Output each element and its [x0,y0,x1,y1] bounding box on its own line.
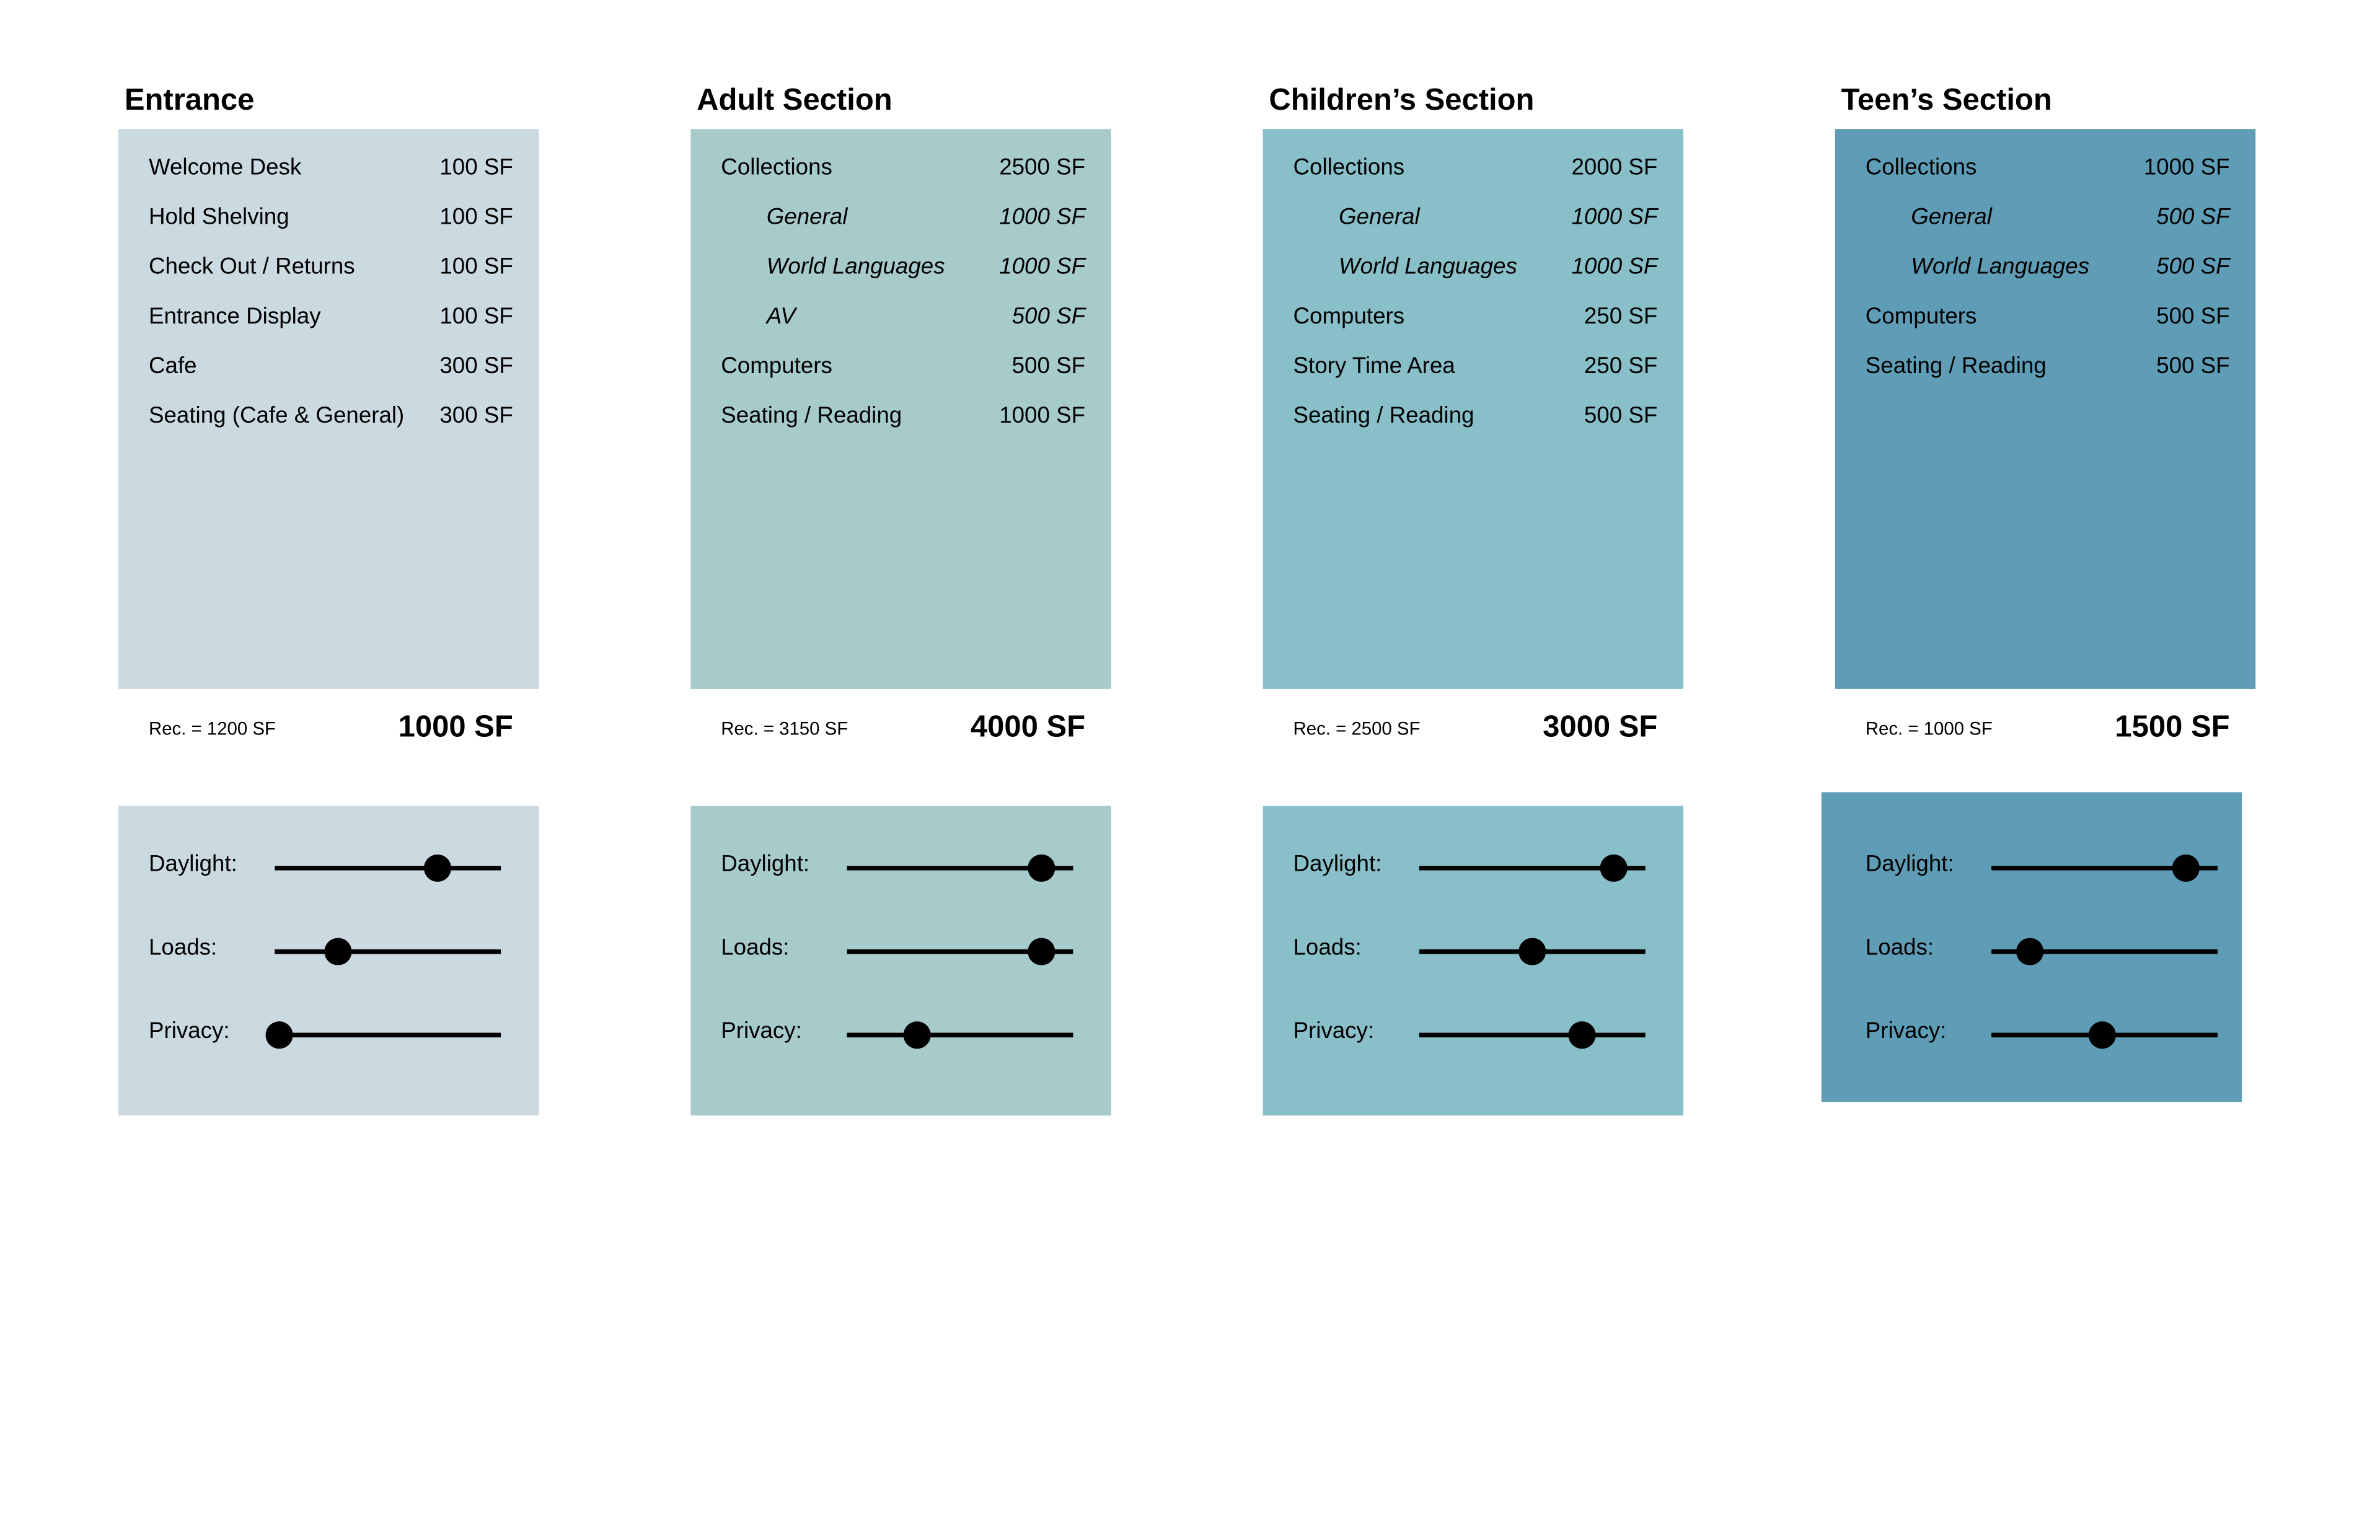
space-area: 500 SF [2156,353,2229,378]
space-area: 1000 SF [1571,204,1659,229]
slider-knob [1600,854,1628,882]
space-label: Computers [1294,303,1405,328]
space-area: 100 SF [439,204,513,229]
slider-label: Loads: [1294,934,1362,959]
space-area: 250 SF [1584,353,1657,378]
space-label: Cafe [149,353,197,378]
slider-label: Daylight: [721,851,809,876]
slider-label: Loads: [1866,934,1934,959]
space-label: Seating / Reading [1294,402,1474,428]
space-label: AV [765,303,798,328]
space-label: Computers [1866,303,1977,328]
space-label: Story Time Area [1294,353,1456,378]
space-label: Entrance Display [149,303,321,328]
space-area: 300 SF [439,353,513,378]
space-label: Hold Shelving [149,204,289,229]
space-label: General [767,204,848,229]
space-label: World Languages [1339,253,1517,279]
slider-label: Privacy: [1294,1018,1375,1043]
slider-knob [1028,854,1056,882]
slider-label: Privacy: [721,1018,802,1043]
slider-knob [903,1021,931,1049]
space-area: 100 SF [439,154,513,180]
program-box [118,129,539,689]
space-area: 100 SF [439,303,513,328]
space-label: Seating (Cafe & General) [149,402,404,428]
recommended-area: Rec. = 1200 SF [149,719,276,739]
space-area: 1000 SF [999,204,1086,229]
space-area: 1000 SF [2144,154,2230,180]
recommended-area: Rec. = 2500 SF [1294,719,1421,739]
section-title: Entrance [125,83,255,117]
space-label: Check Out / Returns [149,253,355,279]
section-title: Children’s Section [1269,83,1534,117]
space-area: 300 SF [439,402,513,428]
space-area: 500 SF [1012,303,1087,328]
space-label: Collections [1294,154,1405,180]
slider-label: Privacy: [1866,1018,1947,1043]
slider-label: Daylight: [1294,851,1382,876]
slider-knob [2016,938,2044,966]
slider-label: Loads: [721,934,789,959]
slider-knob [324,938,352,966]
section-title: Teen’s Section [1841,83,2052,117]
slider-knob [1028,938,1056,966]
space-area: 100 SF [439,253,513,279]
space-area: 500 SF [2156,204,2231,229]
space-label: Collections [721,154,832,180]
program-box [690,129,1111,689]
space-area: 500 SF [2156,253,2231,279]
slider-label: Loads: [149,934,217,959]
space-label: General [1911,204,1992,229]
total-area: 3000 SF [1543,710,1657,743]
slider-label: Daylight: [149,851,237,876]
space-label: Seating / Reading [721,402,902,428]
slider-label: Privacy: [149,1018,230,1043]
recommended-area: Rec. = 3150 SF [721,719,848,739]
slider-knob [1518,938,1546,966]
space-area: 1000 SF [999,253,1086,279]
program-box [1835,129,2256,689]
total-area: 4000 SF [971,710,1085,743]
space-label: Computers [721,353,832,378]
slider-label: Daylight: [1866,851,1954,876]
space-area: 500 SF [2156,303,2229,328]
space-label: Seating / Reading [1866,353,2047,378]
slider-knob [2172,854,2200,882]
slider-knob [265,1021,293,1049]
total-area: 1000 SF [399,710,513,743]
space-area: 500 SF [1012,353,1085,378]
recommended-area: Rec. = 1000 SF [1866,719,1993,739]
slider-knob [1568,1021,1596,1049]
slider-knob [2088,1021,2116,1049]
slider-knob [423,854,452,882]
total-area: 1500 SF [2115,710,2229,743]
space-area: 1000 SF [1571,253,1659,279]
section-title: Adult Section [697,83,892,117]
space-label: General [1339,204,1420,229]
space-label: World Languages [767,253,945,279]
space-area: 500 SF [1584,402,1657,428]
space-area: 1000 SF [999,402,1085,428]
space-label: Welcome Desk [149,154,302,180]
space-label: Collections [1866,154,1977,180]
space-area: 2500 SF [999,154,1085,180]
space-label: World Languages [1911,253,2089,279]
program-box [1263,129,1683,689]
space-area: 250 SF [1584,303,1657,328]
space-area: 2000 SF [1571,154,1657,180]
